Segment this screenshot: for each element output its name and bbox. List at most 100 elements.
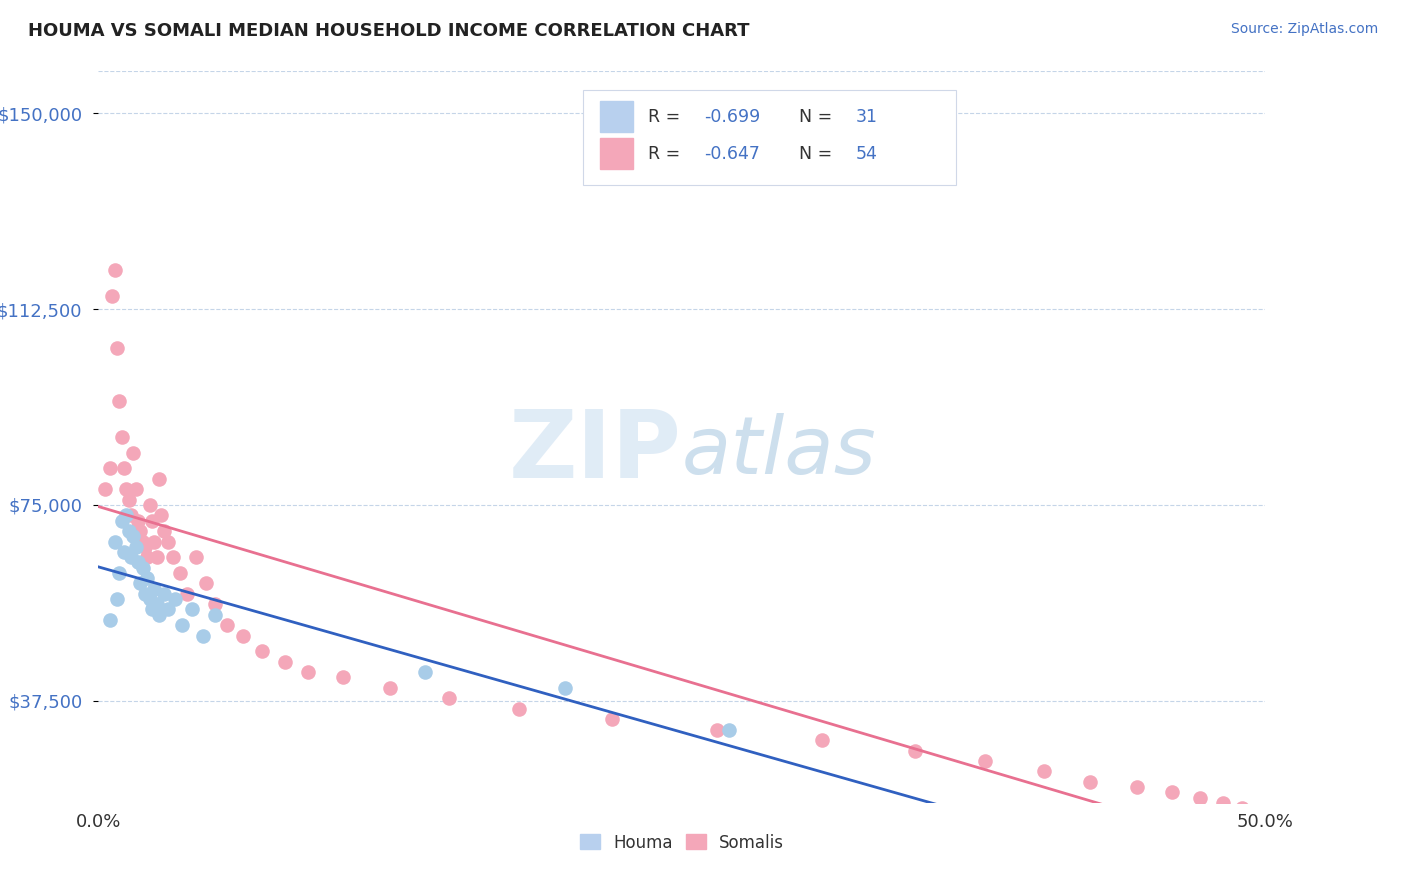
Point [974,754,997,768]
Text: atlas: atlas [682,413,877,491]
Point [125,540,148,554]
Point [143,582,166,596]
Point [118,524,141,538]
Point [108,566,131,580]
Text: -0.699: -0.699 [704,109,761,127]
Point [136,550,159,565]
Point [165,592,187,607]
FancyBboxPatch shape [600,138,633,169]
Point [111,514,134,528]
Point [717,723,740,737]
Point [1189,790,1212,805]
Point [1126,780,1149,794]
Point [120,550,142,565]
Text: Source: ZipAtlas.com: Source: ZipAtlas.com [1230,22,1378,37]
Point [132,534,155,549]
Point [148,607,170,622]
Point [94,483,117,497]
Point [141,602,163,616]
Point [125,483,148,497]
Text: N =: N = [799,145,838,163]
Point [120,508,142,523]
Point [193,629,215,643]
Point [112,461,135,475]
Point [143,534,166,549]
Point [129,576,152,591]
Point [146,550,169,565]
Point [127,514,149,528]
Text: -0.647: -0.647 [704,145,761,163]
Point [554,681,576,695]
Point [157,534,180,549]
Point [122,446,145,460]
Text: R =: R = [648,109,686,127]
Point [105,341,128,355]
Point [215,618,238,632]
Point [811,733,834,747]
Point [162,550,184,565]
Point [1080,775,1102,789]
Text: HOUMA VS SOMALI MEDIAN HOUSEHOLD INCOME CORRELATION CHART: HOUMA VS SOMALI MEDIAN HOUSEHOLD INCOME … [28,22,749,40]
Point [141,514,163,528]
Point [101,289,124,303]
Point [139,498,162,512]
Point [118,492,141,507]
Point [274,655,297,669]
Legend: Houma, Somalis: Houma, Somalis [575,829,789,856]
Point [98,613,121,627]
Point [194,576,217,591]
Point [508,702,530,716]
Point [204,597,226,611]
Point [180,602,202,616]
Point [146,597,169,611]
Point [98,461,121,475]
Point [1247,806,1270,821]
Point [132,560,155,574]
Point [134,587,156,601]
Point [157,602,180,616]
Point [1032,764,1054,779]
Point [380,681,402,695]
Point [108,393,131,408]
FancyBboxPatch shape [600,102,633,132]
Point [139,592,162,607]
Point [115,508,138,523]
Point [1230,801,1253,815]
Point [413,665,436,680]
Point [136,571,159,585]
Point [172,618,194,632]
Text: N =: N = [799,109,838,127]
Text: 54: 54 [856,145,877,163]
Text: 31: 31 [856,109,877,127]
Point [186,550,208,565]
Point [600,712,623,726]
Point [152,587,174,601]
Point [232,629,254,643]
Point [111,430,134,444]
Point [1161,785,1184,799]
Point [129,524,152,538]
Point [104,534,127,549]
Point [127,556,149,570]
FancyBboxPatch shape [582,90,956,185]
Text: R =: R = [648,145,686,163]
Point [148,472,170,486]
Point [150,508,173,523]
Point [1212,796,1234,810]
Point [115,483,138,497]
Point [297,665,319,680]
Point [176,587,198,601]
Point [706,723,728,737]
Text: ZIP: ZIP [509,406,682,498]
Point [122,529,145,543]
Point [204,607,226,622]
Point [437,691,460,706]
Point [105,592,128,607]
Point [152,524,174,538]
Point [904,743,927,757]
Point [332,670,354,684]
Point [104,263,127,277]
Point [250,644,273,658]
Point [134,540,156,554]
Point [169,566,191,580]
